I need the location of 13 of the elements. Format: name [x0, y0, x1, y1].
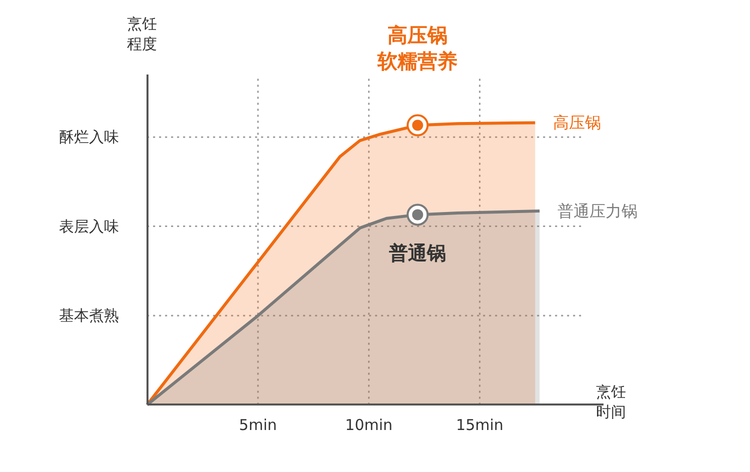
- ref-line-label: 酥烂入味: [59, 128, 120, 146]
- text: 软糯营养: [376, 48, 458, 73]
- x-axis-title: 烹饪时间: [596, 382, 626, 421]
- series-label: 普通压力锅: [558, 202, 638, 221]
- series-label: 高压锅: [553, 113, 602, 132]
- y-axis-title: 烹饪程度: [127, 14, 158, 53]
- x-tick-label: 10min: [345, 416, 393, 434]
- ref-line-label: 表层入味: [59, 217, 120, 236]
- ref-line-label: 基本煮熟: [59, 306, 120, 325]
- x-tick-label: 5min: [239, 416, 277, 434]
- text: 高压锅: [388, 22, 448, 47]
- annotation: 普通锅: [388, 242, 446, 265]
- x-tick-label: 15min: [456, 416, 504, 434]
